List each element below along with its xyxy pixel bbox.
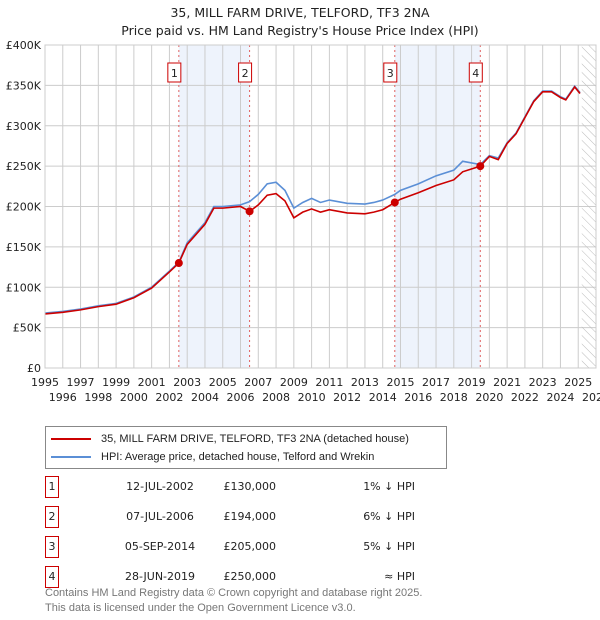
chart-subtitle: Price paid vs. HM Land Registry's House … — [121, 23, 479, 38]
sale-point — [245, 207, 254, 216]
sale-badge: 2 — [45, 506, 59, 528]
sale-marker-box — [468, 62, 483, 83]
x-tick-label: 2016 — [404, 391, 432, 404]
hpi-comparison: ≈ HPI — [384, 570, 415, 583]
sale-marker-label: 4 — [472, 67, 479, 80]
x-tick-label: 2014 — [369, 391, 397, 404]
hpi-comparison: 6% ↓ HPI — [363, 510, 415, 523]
property-price-line — [44, 85, 581, 315]
transaction-row: 1 12-JUL-2002 £130,000 1% ↓ HPI — [45, 476, 445, 498]
x-tick-label: 2010 — [298, 391, 326, 404]
x-tick-label: 2012 — [333, 391, 361, 404]
sale-point — [390, 198, 399, 207]
legend-swatch-red — [51, 438, 91, 440]
sale-marker-label: 1 — [171, 67, 178, 80]
x-tick-label: 2011 — [315, 376, 343, 389]
x-tick-label: 2005 — [209, 376, 237, 389]
sale-price: £194,000 — [223, 510, 277, 523]
y-tick-label: £150K — [6, 241, 42, 254]
x-tick-label: 2026 — [582, 391, 600, 404]
x-tick-label: 2019 — [458, 376, 486, 389]
transaction-row: 3 05-SEP-2014 £205,000 5% ↓ HPI — [45, 536, 445, 558]
x-tick-label: 2021 — [493, 376, 521, 389]
sale-date: 05-SEP-2014 — [124, 540, 196, 553]
hpi-line — [44, 84, 581, 314]
x-tick-label: 2024 — [546, 391, 574, 404]
x-tick-label: 1999 — [102, 376, 130, 389]
x-tick-label: 1995 — [31, 376, 59, 389]
sale-marker-box — [167, 62, 182, 83]
sale-price: £205,000 — [223, 540, 277, 553]
plot-border — [44, 44, 597, 369]
footer-line: This data is licensed under the Open Gov… — [45, 602, 356, 614]
y-tick-label: £200K — [6, 201, 42, 214]
footer-line: Contains HM Land Registry data © Crown c… — [45, 587, 423, 599]
x-tick-label: 2018 — [440, 391, 468, 404]
y-tick-label: £100K — [6, 281, 42, 294]
x-tick-label: 1996 — [49, 391, 77, 404]
sale-date: 07-JUL-2006 — [126, 510, 194, 523]
x-tick-label: 2017 — [422, 376, 450, 389]
legend-label: HPI: Average price, detached house, Telf… — [101, 451, 375, 463]
x-tick-label: 2007 — [244, 376, 272, 389]
sale-marker-box — [238, 62, 253, 83]
sale-marker-label: 3 — [387, 67, 394, 80]
sale-date: 12-JUL-2002 — [126, 480, 194, 493]
sale-badge: 1 — [45, 476, 59, 498]
sale-price: £130,000 — [223, 480, 277, 493]
x-tick-label: 2008 — [262, 391, 290, 404]
chart-title: 35, MILL FARM DRIVE, TELFORD, TF3 2NA — [170, 5, 430, 20]
legend-item-property: 35, MILL FARM DRIVE, TELFORD, TF3 2NA (d… — [51, 432, 409, 446]
x-tick-label: 2009 — [280, 376, 308, 389]
legend-label: 35, MILL FARM DRIVE, TELFORD, TF3 2NA (d… — [101, 433, 409, 445]
legend-item-hpi: HPI: Average price, detached house, Telf… — [51, 450, 374, 464]
x-tick-label: 2000 — [120, 391, 148, 404]
sale-marker-box — [383, 62, 398, 83]
sale-date: 28-JUN-2019 — [124, 570, 196, 583]
legend-swatch-blue — [51, 456, 91, 458]
forecast-hatch — [581, 45, 596, 368]
price-chart: 1995 1996 1997 1998 1999 2000 2001 2002 2003 2004… — [6, 39, 600, 404]
x-tick-label: 2006 — [227, 391, 255, 404]
transaction-row: 4 28-JUN-2019 £250,000 ≈ HPI — [45, 566, 445, 588]
y-tick-label: £350K — [6, 79, 42, 92]
x-tick-label: 2022 — [511, 391, 539, 404]
transaction-row: 2 07-JUL-2006 £194,000 6% ↓ HPI — [45, 506, 445, 528]
x-tick-label: 2002 — [155, 391, 183, 404]
sale-badge: 4 — [45, 566, 59, 588]
x-tick-label: 2015 — [386, 376, 414, 389]
x-tick-label: 2004 — [191, 391, 219, 404]
y-tick-label: £0 — [27, 362, 41, 375]
y-tick-label: £50K — [13, 322, 42, 335]
sale-point — [174, 259, 183, 268]
y-tick-label: £400K — [6, 39, 42, 52]
x-tick-label: 1997 — [67, 376, 95, 389]
sale-point — [476, 162, 485, 171]
x-tick-label: 2003 — [173, 376, 201, 389]
sale-price: £250,000 — [223, 570, 277, 583]
y-tick-label: £250K — [6, 160, 42, 173]
sale-marker-label: 2 — [242, 67, 249, 80]
x-tick-label: 2013 — [351, 376, 379, 389]
y-tick-label: £300K — [6, 120, 42, 133]
x-tick-label: 2001 — [138, 376, 166, 389]
legend: 35, MILL FARM DRIVE, TELFORD, TF3 2NA (d… — [45, 426, 447, 469]
x-tick-label: 2025 — [564, 376, 592, 389]
x-tick-label: 1998 — [84, 391, 112, 404]
hpi-comparison: 5% ↓ HPI — [363, 540, 415, 553]
hpi-comparison: 1% ↓ HPI — [363, 480, 415, 493]
sale-badge: 3 — [45, 536, 59, 558]
x-tick-label: 2023 — [529, 376, 557, 389]
x-tick-label: 2020 — [475, 391, 503, 404]
